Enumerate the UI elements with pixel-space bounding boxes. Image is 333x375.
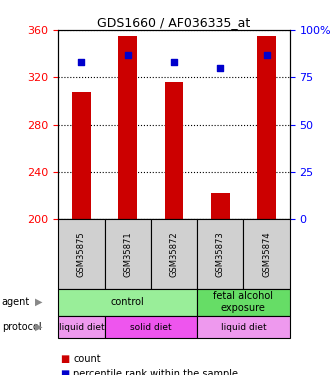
Text: control: control (111, 297, 145, 307)
Title: GDS1660 / AF036335_at: GDS1660 / AF036335_at (97, 16, 251, 29)
Text: fetal alcohol
exposure: fetal alcohol exposure (213, 291, 273, 313)
Text: ▶: ▶ (35, 297, 42, 307)
Text: liquid diet: liquid diet (220, 322, 266, 332)
Text: GSM35873: GSM35873 (216, 231, 225, 277)
Bar (72, 92, 91, 219)
Text: liquid diet: liquid diet (59, 322, 104, 332)
Point (125, 52, 131, 58)
Bar (165, 82, 183, 219)
Point (218, 65, 223, 71)
Text: GSM35874: GSM35874 (262, 231, 271, 277)
Text: ■: ■ (60, 354, 69, 364)
Point (264, 52, 269, 58)
Text: agent: agent (2, 297, 30, 307)
Text: GSM35875: GSM35875 (77, 231, 86, 277)
Text: ▶: ▶ (35, 322, 42, 332)
Text: solid diet: solid diet (130, 322, 172, 332)
Point (171, 59, 176, 65)
Bar (119, 36, 137, 219)
Text: count: count (73, 354, 101, 364)
Text: protocol: protocol (2, 322, 41, 332)
Text: GSM35872: GSM35872 (169, 231, 178, 277)
Text: GSM35871: GSM35871 (123, 231, 132, 277)
Bar (211, 194, 229, 219)
Bar (257, 36, 276, 219)
Text: percentile rank within the sample: percentile rank within the sample (73, 369, 238, 375)
Text: ■: ■ (60, 369, 69, 375)
Point (79, 59, 84, 65)
